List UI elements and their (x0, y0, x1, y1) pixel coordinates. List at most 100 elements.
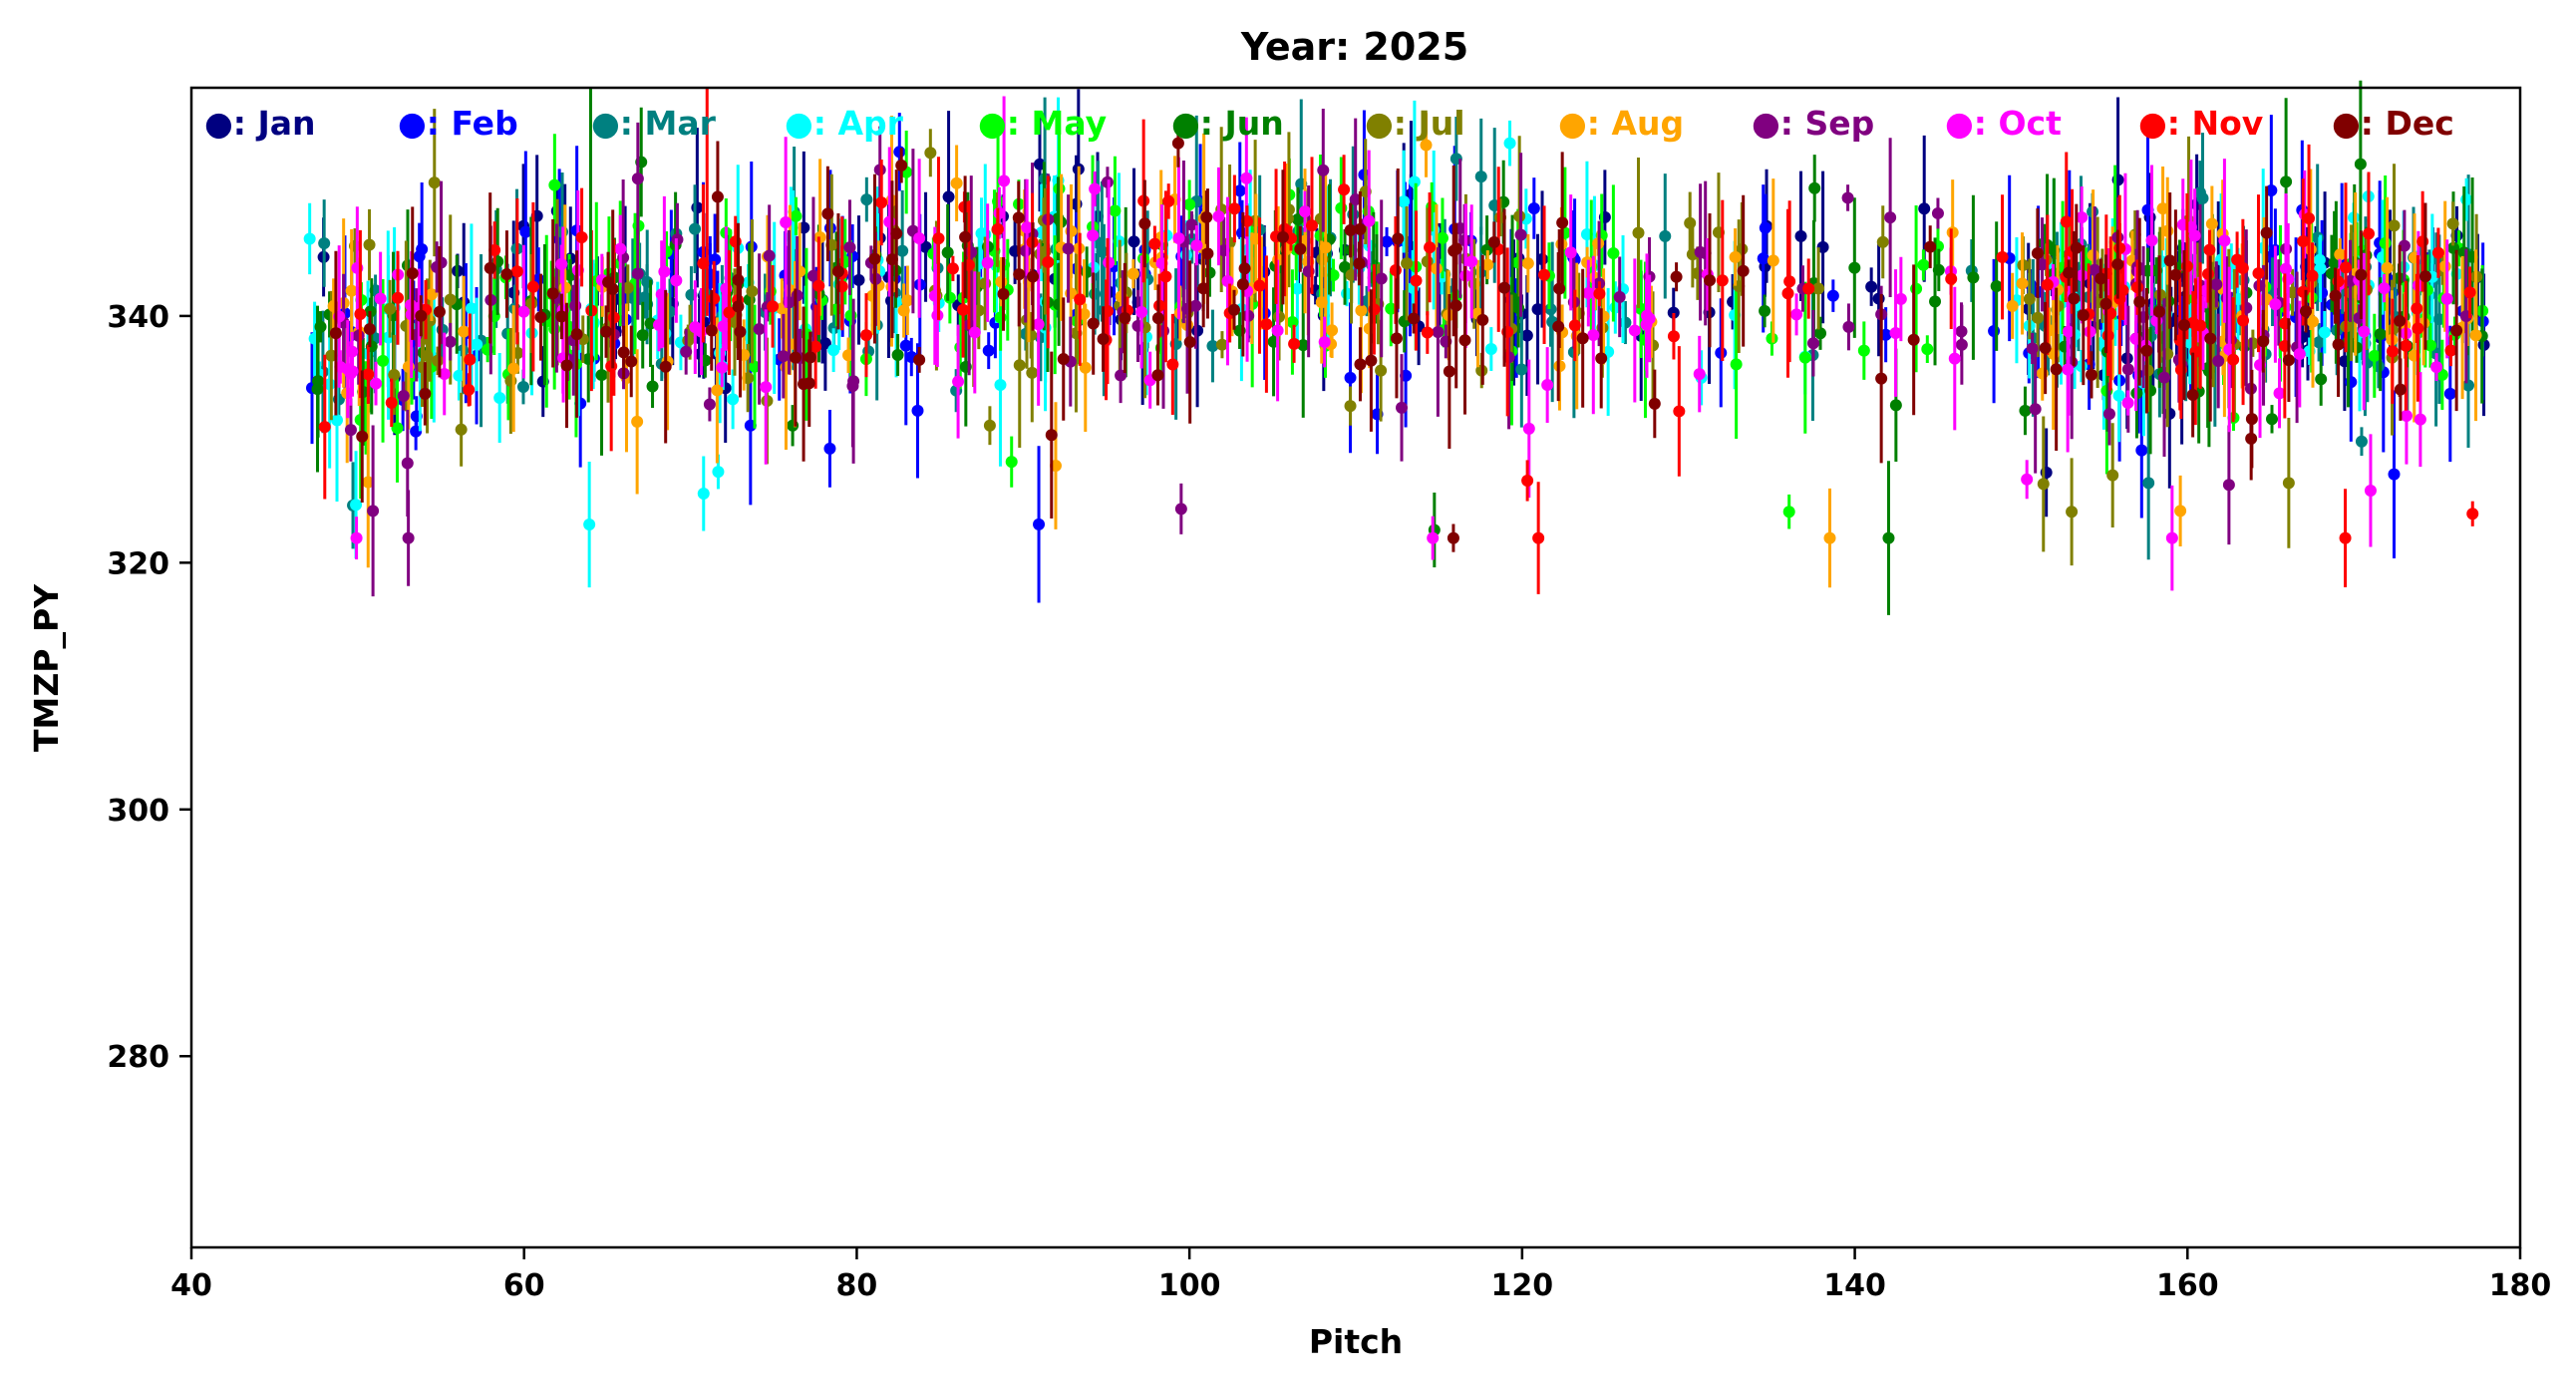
data-point (2212, 354, 2225, 367)
data-point (1449, 242, 1462, 255)
data-point (2102, 408, 2115, 421)
data-point (575, 230, 588, 243)
data-point (362, 368, 375, 381)
x-tick-label: 80 (836, 1268, 878, 1303)
legend-item-dec: ●: Dec (2332, 104, 2454, 143)
data-point (2142, 477, 2155, 490)
data-point (1945, 272, 1958, 285)
data-point (2381, 261, 2394, 274)
data-point (2106, 469, 2119, 482)
data-point (2121, 397, 2134, 410)
data-point (2386, 345, 2399, 358)
data-point (1109, 204, 1122, 217)
data-point (631, 415, 644, 428)
data-point (975, 227, 988, 240)
data-point (1447, 531, 1459, 544)
data-point (965, 245, 978, 258)
data-point (1203, 266, 1216, 279)
data-point (1587, 328, 1600, 341)
data-point (2039, 341, 2052, 354)
x-tick-label: 120 (1491, 1268, 1554, 1303)
data-point (1628, 324, 1641, 337)
data-point (621, 281, 634, 294)
data-point (1151, 312, 1164, 325)
data-point (2131, 281, 2144, 294)
x-tick-label: 180 (2489, 1268, 2552, 1303)
legend-item-oct: ●: Oct (1945, 104, 2062, 143)
data-point (2257, 335, 2270, 348)
data-point (1967, 271, 1980, 284)
data-point (1640, 318, 1653, 331)
data-point (1212, 209, 1225, 222)
data-point (982, 344, 995, 357)
data-point (2101, 329, 2114, 342)
data-point (658, 265, 671, 278)
data-point (1318, 336, 1331, 349)
data-point (2423, 339, 2436, 352)
data-point (957, 303, 970, 316)
data-point (2355, 435, 2368, 448)
data-point (703, 398, 716, 411)
data-point (350, 531, 363, 544)
data-point (1759, 221, 1771, 234)
data-point (1421, 326, 1434, 339)
data-point (1062, 242, 1075, 255)
data-point (2378, 282, 2391, 295)
data-point (2062, 325, 2075, 338)
data-point (1522, 422, 1535, 435)
data-point (680, 345, 693, 358)
x-tick-label: 40 (170, 1268, 212, 1303)
data-point (1347, 208, 1360, 221)
data-point (391, 422, 404, 435)
data-point (1955, 325, 1968, 338)
data-point (2388, 219, 2401, 232)
data-point (1532, 531, 1545, 544)
data-point (711, 190, 724, 203)
data-point (483, 261, 496, 274)
data-point (2398, 239, 2411, 252)
data-point (697, 488, 710, 501)
data-point (2135, 444, 2148, 457)
data-point (767, 300, 780, 313)
data-point (1841, 191, 1854, 204)
data-point (1487, 235, 1500, 248)
y-axis-label: TMZP_PY (27, 583, 66, 752)
data-point (350, 499, 363, 512)
data-point (1354, 358, 1367, 371)
data-point (1474, 171, 1487, 183)
data-point (924, 147, 937, 160)
data-point (943, 291, 956, 304)
data-point (405, 298, 418, 311)
data-point (727, 393, 740, 406)
data-point (1823, 531, 1836, 544)
data-point (2089, 263, 2101, 276)
y-tick-label: 340 (107, 300, 169, 335)
data-point (2210, 278, 2223, 291)
y-tick-label: 300 (107, 794, 169, 829)
data-point (1127, 267, 1139, 280)
data-point (595, 369, 608, 382)
data-point (691, 201, 704, 214)
data-point (425, 288, 438, 301)
data-point (1667, 330, 1680, 343)
data-point (1355, 304, 1368, 317)
data-point (1151, 369, 1164, 382)
data-point (1884, 211, 1897, 224)
data-point (1148, 237, 1161, 250)
data-point (1200, 210, 1213, 223)
data-point (2019, 404, 2032, 417)
data-point (1087, 229, 1100, 242)
data-point (1595, 352, 1608, 365)
data-point (760, 381, 773, 394)
data-point (1552, 320, 1565, 333)
data-point (2315, 373, 2328, 386)
data-point (1826, 289, 1839, 302)
data-point (605, 360, 618, 373)
data-point (1759, 304, 1771, 317)
data-point (2068, 292, 2081, 305)
data-point (548, 178, 561, 191)
data-point (438, 367, 451, 380)
data-point (2186, 389, 2199, 402)
data-point (303, 232, 316, 245)
data-point (682, 334, 695, 347)
